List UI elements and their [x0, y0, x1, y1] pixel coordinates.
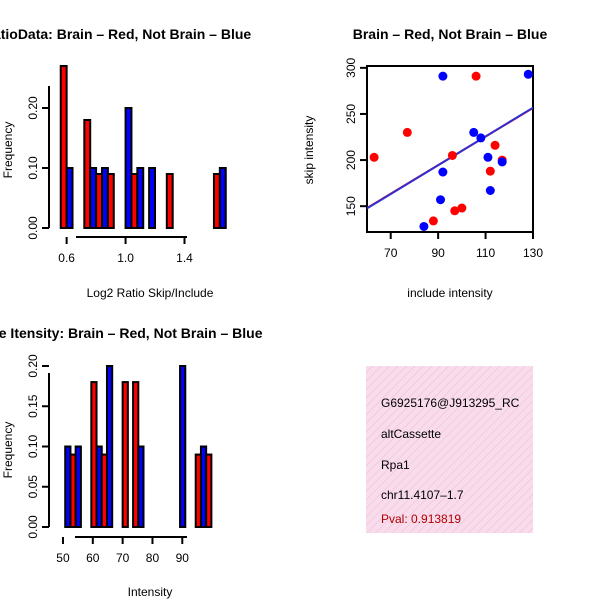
intensity-x-label: Intensity: [128, 585, 173, 599]
ratio-histogram-panel: RatioData: Brain – Red, Not Brain – Blue…: [0, 26, 251, 300]
scatter-plot-box: [366, 65, 534, 233]
ratio-x-label: Log2 Ratio Skip/Include: [87, 286, 214, 300]
bar-not-brain: [74, 445, 82, 528]
point-not-brain: [476, 133, 486, 143]
point-brain: [428, 216, 438, 226]
x-tick-label: 70: [116, 551, 130, 565]
y-tick-label: 250: [344, 104, 358, 124]
point-not-brain: [483, 152, 493, 162]
x-tick-label: 1.0: [117, 251, 134, 265]
point-not-brain: [523, 69, 533, 79]
bar-brain: [121, 381, 129, 528]
bar-brain: [59, 65, 68, 229]
bar-not-brain: [124, 107, 133, 229]
info-gene: Rpa1: [381, 458, 410, 472]
bar-not-brain: [179, 365, 187, 528]
info-pval: Pval: 0.913819: [381, 512, 461, 526]
x-tick-label: 80: [146, 551, 160, 565]
x-tick-label: 0.6: [58, 251, 75, 265]
point-brain: [447, 150, 457, 160]
point-brain: [369, 152, 379, 162]
y-tick-label: 0.10: [26, 156, 40, 180]
info-location: chr11.4107–1.7: [381, 488, 464, 502]
point-not-brain: [485, 186, 495, 195]
y-tick-label: 0.15: [26, 394, 40, 418]
y-tick-label: 150: [344, 196, 358, 216]
point-brain: [457, 203, 467, 213]
intensity-y-ticks: 0.00 0.05 0.10 0.15 0.20: [26, 354, 49, 539]
intensity-histogram-panel: Gene Itensity: Brain – Red, Not Brain – …: [0, 325, 263, 599]
scatter-x-label: include intensity: [407, 286, 492, 300]
intensity-histogram-bars: [64, 365, 213, 528]
y-tick-label: 0.00: [26, 216, 40, 240]
point-brain: [402, 127, 412, 137]
scatter-y-label: skip intensity: [302, 116, 316, 185]
point-not-brain: [469, 127, 479, 137]
bar-brain: [106, 173, 115, 229]
ratio-histogram-bars: [59, 65, 227, 229]
bar-not-brain: [218, 167, 227, 229]
ratio-y-label: Frequency: [1, 122, 15, 179]
point-brain: [490, 140, 500, 150]
x-tick-label: 90: [176, 551, 190, 565]
point-brain: [485, 166, 495, 176]
intensity-histogram-title: Gene Itensity: Brain – Red, Not Brain – …: [0, 325, 263, 341]
scatter-panel: Brain – Red, Not Brain – Blue 70 90 110 130…: [302, 26, 547, 300]
info-event-type: altCassette: [381, 427, 441, 441]
point-not-brain: [497, 157, 507, 167]
point-brain: [450, 206, 460, 216]
scatter-y-ticks: 150 200 250 300: [344, 58, 367, 216]
y-tick-label: 300: [344, 58, 358, 78]
x-tick-label: 110: [476, 246, 495, 260]
y-tick-label: 0.00: [26, 515, 40, 539]
point-not-brain: [438, 167, 448, 177]
point-not-brain: [438, 71, 448, 81]
bar-brain: [205, 453, 213, 528]
info-panel-background: [366, 366, 533, 533]
scatter-points: [369, 69, 533, 231]
bar-not-brain: [136, 167, 145, 229]
x-tick-label: 70: [384, 246, 398, 260]
x-tick-label: 60: [86, 551, 100, 565]
x-tick-label: 1.4: [176, 251, 193, 265]
intensity-y-label: Frequency: [1, 422, 15, 479]
ratio-histogram-title: RatioData: Brain – Red, Not Brain – Blue: [0, 26, 251, 42]
info-probe-id: G6925176@J913295_RC: [381, 396, 520, 410]
y-tick-label: 200: [344, 150, 358, 170]
point-not-brain: [436, 195, 446, 205]
scatter-title: Brain – Red, Not Brain – Blue: [353, 26, 548, 42]
bar-brain: [165, 173, 174, 229]
point-brain: [471, 71, 481, 81]
info-panel: G6925176@J913295_RC altCassette Rpa1 chr…: [366, 366, 533, 533]
x-tick-label: 90: [431, 246, 445, 260]
bar-not-brain: [105, 365, 114, 528]
x-tick-label: 50: [56, 551, 70, 565]
ratio-y-ticks: 0.00 0.10 0.20: [26, 96, 49, 240]
point-not-brain: [419, 221, 429, 231]
ratio-x-ticks: 0.6 1.0 1.4: [58, 237, 193, 265]
bar-not-brain: [137, 445, 145, 528]
scatter-x-ticks: 70 90 110 130: [384, 232, 543, 260]
intensity-x-ticks: 50 60 70 80 90: [56, 537, 189, 565]
y-tick-label: 0.10: [26, 434, 40, 458]
y-tick-label: 0.20: [26, 354, 40, 378]
bar-not-brain: [65, 167, 74, 229]
x-tick-label: 130: [523, 246, 543, 260]
bar-not-brain: [148, 167, 157, 229]
y-tick-label: 0.05: [26, 475, 40, 499]
y-tick-label: 0.20: [26, 96, 40, 120]
